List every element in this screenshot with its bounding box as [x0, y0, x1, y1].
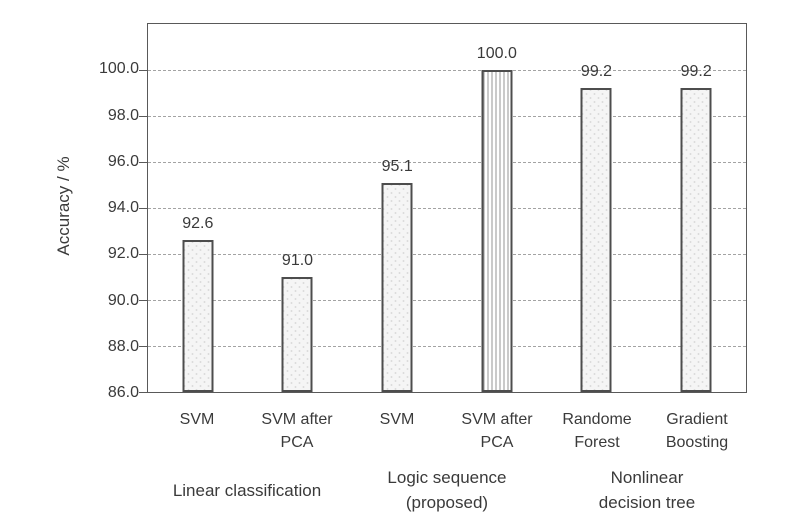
x-axis-category-labels: SVM SVM after PCA SVM SVM after PCA Rand…: [147, 408, 747, 456]
gridline: [148, 162, 746, 163]
y-axis-tick-label: 92.0: [107, 245, 139, 263]
category-label: Randome Forest: [562, 411, 632, 451]
plot-area: 92.6 91.0 95.1 100.0 99.2 99.2: [139, 23, 747, 393]
y-axis-tick-label: 94.0: [107, 199, 139, 216]
gridline: [148, 300, 746, 301]
x-axis-group-labels: Linear classification Logic sequence (pr…: [147, 464, 747, 516]
y-axis-tick-label: 98.0: [107, 106, 139, 124]
group-label-text: Logic sequence (proposed): [387, 468, 507, 512]
category-label: SVM: [179, 411, 215, 428]
y-axis-tick: [139, 346, 148, 347]
bar-column: 91.0: [248, 24, 348, 392]
y-axis-tick-label: 86.0: [107, 384, 139, 401]
y-axis-tick: [139, 162, 148, 163]
bar-gradient-boosting: [680, 88, 712, 392]
group-label-text: Linear classification: [172, 480, 322, 500]
bar-column: 100.0: [447, 24, 547, 392]
y-axis-tick: [139, 392, 148, 393]
bar-svm-logic-sequence: [381, 182, 413, 392]
bar-random-forest: [580, 88, 612, 392]
bar-svm-after-pca-linear: [281, 277, 313, 392]
bar-value-label: 99.2: [580, 63, 613, 81]
category-label: Gradient Boosting: [665, 411, 729, 451]
category-label: SVM after PCA: [461, 411, 533, 451]
group-label-logic-sequence: Logic sequence (proposed): [347, 464, 547, 516]
y-axis-tick: [139, 70, 148, 71]
y-axis-tick-label: 96.0: [107, 152, 139, 170]
y-axis-tick-label: 88.0: [107, 337, 139, 355]
group-label-text: Nonlinear decision tree: [598, 468, 696, 512]
y-axis-tick: [139, 254, 148, 255]
gridline: [148, 70, 746, 71]
group-label-linear-classification: Linear classification: [147, 464, 347, 516]
y-axis-tick-label: 100.0: [98, 60, 139, 78]
gridline: [148, 208, 746, 209]
bar-svm-linear: [182, 240, 214, 392]
bar-value-label: 92.6: [182, 215, 214, 233]
group-label-nonlinear-decision-tree: Nonlinear decision tree: [547, 464, 747, 516]
y-axis-tick-label: 90.0: [107, 291, 139, 309]
bar-column: 92.6: [148, 24, 248, 392]
y-axis-tick: [139, 208, 148, 209]
bar-value-label: 99.2: [680, 63, 712, 81]
category-label: SVM after PCA: [261, 411, 333, 451]
category-label: SVM: [379, 411, 415, 428]
bar-column: 95.1: [347, 24, 447, 392]
y-axis-tick: [139, 300, 148, 301]
bar-value-label: 91.0: [281, 252, 314, 269]
bar-column: 99.2: [646, 24, 746, 392]
gridline: [148, 346, 746, 347]
gridline: [148, 116, 746, 117]
bar-value-label: 95.1: [381, 157, 413, 175]
bar-svm-after-pca-logic-sequence: [481, 70, 513, 392]
y-axis-tick: [139, 116, 148, 117]
y-axis-tick-labels: 100.0 98.0 96.0 94.0 92.0 90.0 88.0 86.0: [0, 23, 139, 401]
bar-value-label: 100.0: [476, 45, 517, 62]
bar-column: 99.2: [547, 24, 647, 392]
gridline: [148, 254, 746, 255]
